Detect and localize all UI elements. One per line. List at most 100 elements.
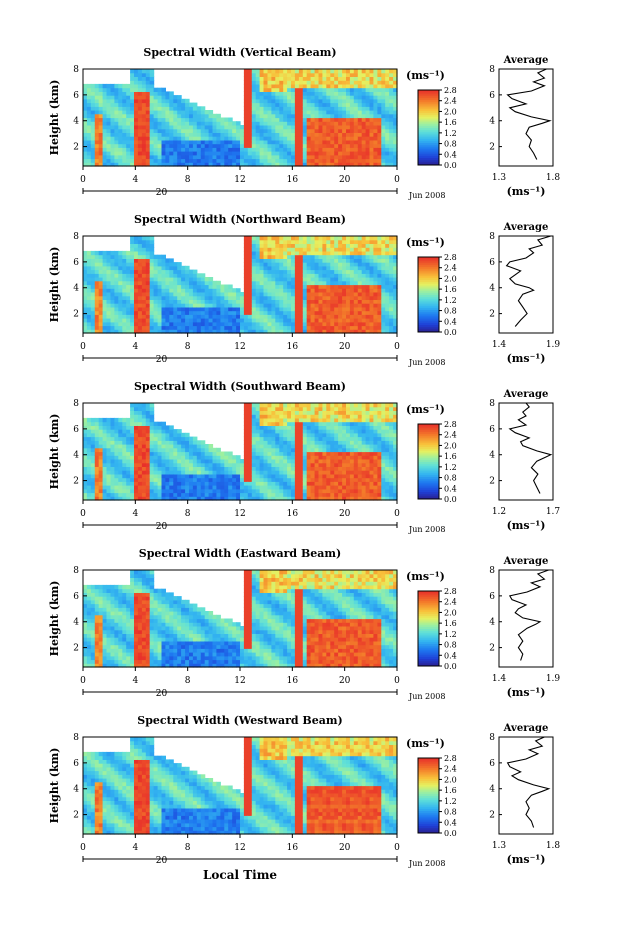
heatmap-cell (361, 143, 367, 148)
heatmap-cell (118, 136, 123, 141)
heatmap-cell (122, 83, 127, 89)
heatmap-cell (83, 325, 88, 330)
heatmap-cell (122, 488, 127, 494)
heatmap-cell (373, 321, 378, 327)
heatmap-cell (224, 488, 229, 494)
heatmap-cell (302, 306, 308, 312)
heatmap-cell (173, 125, 178, 130)
heatmap-cell (326, 76, 331, 81)
heatmap-cell (310, 147, 316, 152)
heatmap-cell (247, 102, 253, 107)
heatmap-cell (365, 269, 371, 274)
heatmap-cell (251, 421, 257, 426)
heatmap-cells (83, 69, 398, 167)
colorbar-tick-label: 0.8 (444, 307, 457, 316)
heatmap-cell (200, 154, 206, 160)
heatmap-cell (291, 440, 296, 445)
heatmap-cell (208, 125, 214, 130)
heatmap-cell (259, 429, 265, 434)
heatmap-cell (377, 121, 382, 126)
heatmap-cell (263, 429, 268, 434)
heatmap-cell (86, 284, 92, 289)
heatmap-cell (173, 488, 178, 494)
heatmap-cell (377, 288, 382, 293)
heatmap-cell (122, 318, 127, 323)
heatmap-cell (141, 455, 147, 460)
heatmap-cell (393, 239, 398, 244)
heatmap-cell (318, 250, 323, 256)
heatmap-cell (181, 136, 186, 141)
heatmap-cell (294, 143, 300, 148)
panel-title: Spectral Width (Vertical Beam) (143, 46, 336, 59)
heatmap-cell (204, 318, 210, 323)
heatmap-cell (243, 314, 249, 319)
heatmap-cell (165, 110, 170, 115)
heatmap-cell (275, 121, 280, 126)
heatmap-cell (330, 318, 335, 323)
heatmap-cell (287, 250, 292, 256)
heatmap-cell (83, 269, 88, 274)
heatmap-cell (224, 462, 229, 467)
heatmap-cell (361, 254, 367, 259)
heatmap-cell (385, 117, 390, 122)
heatmap-cell (106, 303, 111, 308)
heatmap-cell (373, 243, 378, 248)
heatmap-cell (192, 444, 198, 449)
heatmap-cell (334, 151, 339, 156)
heatmap-cell (243, 496, 249, 501)
heatmap-cell (294, 243, 300, 248)
heatmap-cell (283, 432, 288, 438)
heatmap-cell (161, 121, 166, 126)
heatmap-cell (294, 128, 300, 133)
heatmap-cell (106, 147, 111, 152)
heatmap-cell (137, 236, 143, 241)
heatmap-cell (212, 143, 217, 148)
heatmap-cell (189, 299, 194, 304)
heatmap-cell (177, 496, 182, 501)
heatmap-cell (330, 76, 335, 81)
heatmap-cell (318, 299, 323, 304)
heatmap-cell (149, 284, 155, 289)
heatmap-cell (346, 258, 351, 263)
heatmap-cell (145, 403, 151, 408)
heatmap-cell (114, 262, 119, 267)
heatmap-cell (287, 299, 292, 304)
heatmap-cell (318, 236, 323, 241)
heatmap-cell (98, 113, 104, 119)
heatmap-cell (294, 162, 300, 167)
heatmap-cell (153, 132, 159, 137)
heatmap-cell (330, 117, 335, 122)
heatmap-cell (86, 128, 92, 133)
profile-x-tick-label: 1.4 (492, 340, 507, 350)
heatmap-cell (247, 432, 253, 438)
heatmap-cell (192, 455, 198, 460)
heatmap-cell (365, 117, 371, 122)
heatmap-cell (149, 321, 155, 327)
heatmap-cell (220, 147, 225, 152)
date-label: Jun 2008 (408, 191, 445, 200)
heatmap-cell (267, 485, 272, 490)
heatmap-cell (208, 459, 214, 464)
heatmap-cell (389, 143, 394, 148)
heatmap-cell (137, 318, 143, 323)
heatmap-cell (267, 459, 272, 464)
heatmap-cell (86, 440, 92, 445)
heatmap-cell (243, 250, 249, 256)
heatmap-cell (169, 492, 174, 497)
heatmap-cell (357, 284, 363, 289)
heatmap-cell (365, 325, 371, 330)
heatmap-cell (177, 310, 182, 315)
heatmap-cell (181, 447, 186, 453)
heatmap-cell (330, 325, 335, 330)
heatmap-cell (228, 310, 233, 315)
heatmap-cell (263, 128, 268, 133)
heatmap-cell (110, 254, 115, 259)
heatmap-cell (240, 147, 245, 152)
heatmap-cell (141, 151, 147, 156)
heatmap-cell (137, 95, 143, 100)
heatmap-cell (192, 110, 198, 115)
heatmap-cell (169, 147, 174, 152)
heatmap-cell (177, 485, 182, 490)
heatmap-cell (287, 239, 292, 244)
heatmap-cell (153, 110, 159, 115)
